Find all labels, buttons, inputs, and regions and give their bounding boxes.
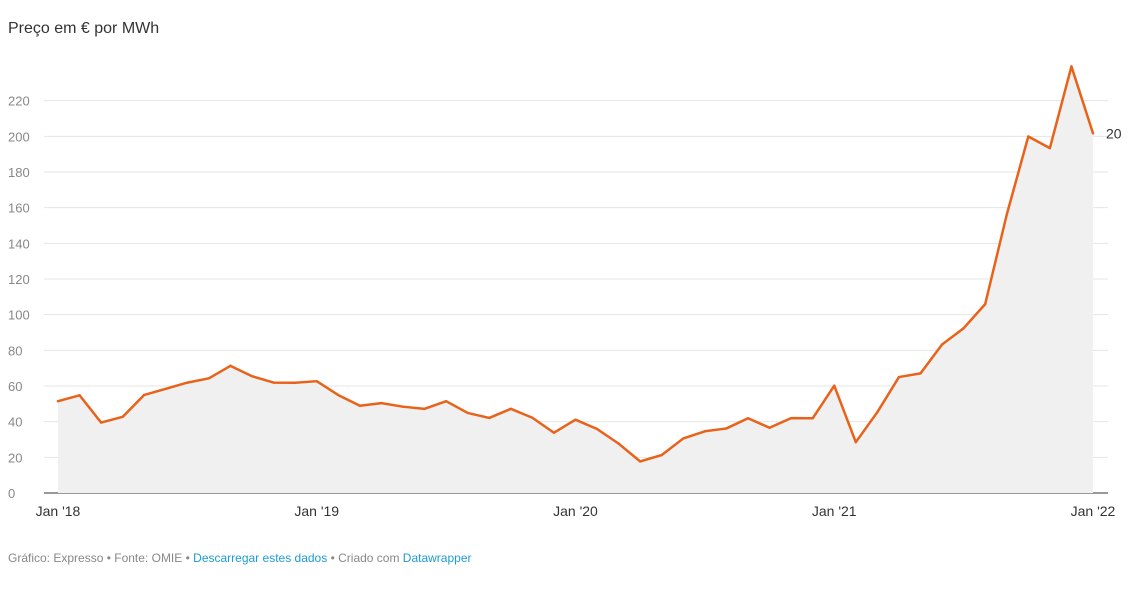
data-point <box>983 302 987 306</box>
data-point <box>207 377 211 380</box>
chart-title: Preço em € por MWh <box>8 20 160 37</box>
data-point <box>833 384 836 387</box>
data-point <box>595 427 599 431</box>
data-point <box>444 399 448 403</box>
footer-separator: • <box>327 551 339 565</box>
y-tick-label: 20 <box>8 450 22 465</box>
data-point <box>552 431 556 434</box>
footer-credit: Gráfico: Expresso <box>8 551 104 565</box>
data-point <box>56 399 60 403</box>
data-point <box>78 394 81 397</box>
end-label-layer: 20 <box>1106 125 1122 141</box>
y-tick-label: 100 <box>8 308 30 323</box>
data-point <box>337 393 340 397</box>
x-axis-tick-labels: Jan '18 Jan '19 Jan '20 Jan '21 Jan '22 <box>36 503 1116 519</box>
data-point <box>1091 132 1095 135</box>
data-point <box>1070 65 1073 68</box>
data-point <box>1027 135 1030 138</box>
data-point <box>1048 146 1052 150</box>
data-point <box>919 372 922 375</box>
data-point <box>99 421 103 424</box>
y-tick-label: 60 <box>8 379 22 394</box>
footer-source: Fonte: OMIE <box>114 551 183 565</box>
x-tick-label: Jan '18 <box>36 503 81 519</box>
data-point <box>423 407 426 411</box>
area-fill <box>58 66 1093 494</box>
data-point <box>401 405 405 408</box>
line-layer <box>56 65 1095 463</box>
data-point <box>876 410 879 414</box>
data-point <box>531 416 534 419</box>
data-point <box>186 381 189 384</box>
y-tick-label: 200 <box>8 129 30 144</box>
data-point <box>897 375 901 379</box>
data-point <box>703 430 707 433</box>
y-tick-label: 0 <box>8 486 15 501</box>
data-point <box>746 417 750 420</box>
data-point <box>509 407 513 411</box>
x-tick-label: Jan '21 <box>812 503 857 519</box>
chart-footer: Gráfico: Expresso • Fonte: OMIE • Descar… <box>8 551 472 565</box>
end-value-label: 20 <box>1106 125 1122 141</box>
data-point <box>574 418 577 421</box>
datawrapper-link[interactable]: Datawrapper <box>402 551 472 565</box>
data-point <box>466 411 469 415</box>
data-point <box>617 442 620 445</box>
y-tick-label: 160 <box>8 201 30 216</box>
data-point <box>660 453 663 457</box>
data-point <box>768 426 771 429</box>
data-point <box>854 440 858 444</box>
data-point <box>940 343 944 346</box>
data-point <box>380 401 383 405</box>
y-tick-label: 40 <box>8 415 22 430</box>
data-point <box>229 364 232 368</box>
data-point <box>272 381 275 384</box>
x-tick-label: Jan '20 <box>553 503 598 519</box>
data-point <box>811 417 814 420</box>
y-tick-label: 180 <box>8 165 30 180</box>
y-tick-label: 220 <box>8 94 30 109</box>
footer-separator: • <box>182 551 194 565</box>
x-tick-label: Jan '22 <box>1071 503 1116 519</box>
y-tick-label: 80 <box>8 343 22 358</box>
area-layer <box>58 66 1093 494</box>
y-tick-label: 140 <box>8 236 30 251</box>
data-point <box>1005 213 1008 216</box>
footer-created-with: Criado com <box>338 551 403 565</box>
data-point <box>725 427 728 430</box>
data-point <box>250 374 254 378</box>
data-point <box>164 387 168 391</box>
data-point <box>143 393 146 397</box>
data-point <box>488 416 491 420</box>
y-tick-label: 120 <box>8 272 30 287</box>
data-point <box>962 327 965 330</box>
download-data-link[interactable]: Descarregar estes dados <box>193 551 328 565</box>
data-point <box>789 416 793 420</box>
data-point <box>315 379 318 383</box>
data-point <box>682 437 685 440</box>
x-tick-label: Jan '19 <box>294 503 339 519</box>
data-point <box>121 415 124 419</box>
y-axis-tick-labels: 0 20 40 60 80 100 120 140 160 180 200 220 <box>8 94 30 501</box>
data-point <box>638 460 642 463</box>
data-point <box>358 404 362 407</box>
footer-separator: • <box>103 551 115 565</box>
data-point <box>293 381 297 384</box>
